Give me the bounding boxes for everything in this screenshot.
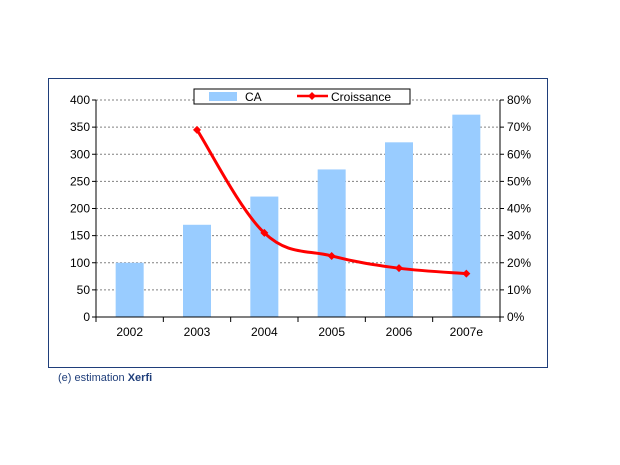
source-note: (e) estimation Xerfi	[58, 372, 152, 384]
marker-croissance-2003	[193, 125, 201, 134]
y-left-tick-label: 150	[70, 229, 90, 243]
legend: CA Croissance	[193, 88, 411, 105]
marker-croissance-2004	[260, 228, 269, 237]
y-right-tick-label: 40%	[507, 202, 531, 216]
y-right-tick-label: 60%	[507, 147, 531, 161]
y-left-tick-label: 200	[70, 202, 90, 216]
legend-marker-croissance	[308, 92, 316, 100]
line-croissance	[195, 129, 467, 276]
y-left-tick-label: 250	[70, 174, 90, 188]
legend-swatch-ca	[209, 92, 237, 101]
y-right-tick-label: 20%	[507, 256, 531, 270]
line-layer	[193, 125, 471, 278]
x-tick-label: 2007e	[450, 325, 484, 339]
y-right-tick-label: 30%	[507, 229, 531, 243]
y-left-tick-label: 300	[70, 147, 90, 161]
source-note-brand: Xerfi	[127, 372, 153, 384]
y-left-tick-label: 350	[70, 120, 90, 134]
x-tick-label: 2002	[116, 325, 143, 339]
y-left-tick-label: 0	[83, 310, 90, 324]
bar-ca-2005	[317, 169, 346, 317]
y-left-tick-label: 400	[70, 93, 90, 107]
legend-label-ca: CA	[245, 90, 262, 104]
y-right-tick-label: 10%	[507, 283, 531, 297]
marker-croissance-2006	[395, 264, 403, 273]
marker-croissance-2007e	[462, 269, 471, 278]
x-tick-label: 2005	[318, 325, 345, 339]
y-right-tick-label: 0%	[507, 310, 525, 324]
x-tick-label: 2006	[386, 325, 413, 339]
y-left-tick-label: 100	[70, 256, 90, 270]
bar-ca-2002	[115, 262, 144, 317]
x-tick-label: 2003	[184, 325, 211, 339]
source-note-prefix: (e) estimation	[58, 372, 128, 384]
y-right-tick-label: 50%	[507, 174, 531, 188]
legend-label-croissance: Croissance	[331, 90, 391, 104]
marker-croissance-2005	[327, 251, 336, 260]
bar-layer	[115, 114, 481, 318]
axis-layer: 0 50 100 150 200 250 300 350 400 0% 10% 20% 30% 40% 50…	[70, 93, 531, 339]
bar-ca-2003	[183, 224, 211, 317]
bar-ca-2004	[250, 196, 279, 317]
y-left-tick-label: 50	[77, 283, 91, 297]
grid-layer	[96, 99, 500, 291]
bar-ca-2007e	[452, 114, 481, 318]
x-tick-label: 2004	[251, 325, 278, 339]
y-right-tick-label: 70%	[507, 120, 531, 134]
y-right-tick-label: 80%	[507, 93, 531, 107]
bar-ca-2006	[385, 142, 413, 317]
